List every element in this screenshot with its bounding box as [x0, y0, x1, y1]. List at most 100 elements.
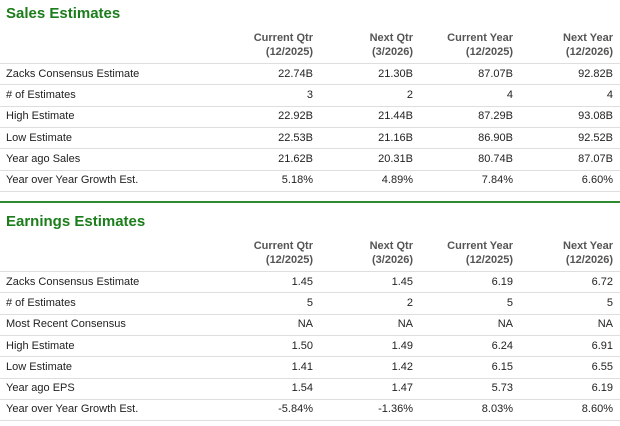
cell-value: 5.73 — [491, 382, 513, 395]
row-separator — [0, 63, 620, 64]
row-label: Low Estimate — [6, 360, 73, 373]
row-separator — [0, 105, 620, 107]
column-header: Next Year — [563, 240, 613, 252]
cell-value: 7.84% — [481, 174, 513, 187]
row-label: Year ago Sales — [6, 152, 81, 165]
row-label: Zacks Consensus Estimate — [6, 275, 140, 288]
row-label: # of Estimates — [6, 88, 76, 101]
cell-value: 5 — [506, 296, 513, 309]
row-separator — [0, 334, 620, 336]
cell-value: 87.07B — [478, 67, 513, 80]
cell-value: 6.15 — [491, 360, 513, 373]
cell-value: 5 — [606, 296, 613, 309]
column-header: (3/2026) — [372, 254, 413, 266]
row-label: Year over Year Growth Est. — [6, 403, 139, 416]
cell-value: 6.91 — [591, 339, 613, 352]
cell-value: 21.62B — [278, 152, 313, 165]
row-label: Zacks Consensus Estimate — [6, 67, 140, 80]
cell-value: 22.74B — [278, 67, 313, 80]
cell-value: 6.24 — [491, 339, 513, 352]
row-label: Year over Year Growth Est. — [6, 174, 139, 187]
cell-value: 1.45 — [291, 275, 313, 288]
row-separator — [0, 271, 620, 272]
cell-value: 1.49 — [391, 339, 413, 352]
cell-value: 2 — [406, 296, 413, 309]
cell-value: 4 — [506, 88, 513, 101]
cell-value: 87.07B — [578, 152, 613, 165]
cell-value: 3 — [306, 88, 313, 101]
cell-value: 8.60% — [581, 403, 613, 416]
cell-value: NA — [297, 318, 313, 331]
column-header: (12/2025) — [465, 46, 513, 58]
cell-value: 93.08B — [578, 110, 613, 123]
column-header: (12/2026) — [565, 46, 613, 58]
row-label: # of Estimates — [6, 296, 76, 309]
column-header: Current Year — [447, 32, 513, 44]
column-header: Current Qtr — [253, 240, 313, 252]
column-header: Current Year — [447, 240, 513, 252]
row-label: Year ago EPS — [6, 382, 75, 395]
section-divider — [0, 201, 620, 203]
cell-value: 86.90B — [478, 131, 513, 144]
column-header: (12/2025) — [265, 46, 313, 58]
row-label: High Estimate — [6, 339, 75, 352]
cell-value: 5 — [306, 296, 313, 309]
row-separator — [0, 313, 620, 315]
column-header: Next Qtr — [369, 240, 413, 252]
cell-value: 20.31B — [378, 152, 413, 165]
cell-value: 6.19 — [491, 275, 513, 288]
row-separator — [0, 84, 620, 86]
cell-value: 80.74B — [478, 152, 513, 165]
cell-value: -5.84% — [278, 403, 313, 416]
column-header: (3/2026) — [372, 46, 413, 58]
row-separator — [0, 169, 620, 171]
row-label: Most Recent Consensus — [6, 318, 126, 331]
section-title: Sales Estimates — [6, 5, 121, 22]
cell-value: NA — [597, 318, 613, 331]
cell-value: NA — [497, 318, 513, 331]
column-header: Current Qtr — [253, 32, 313, 44]
cell-value: 6.72 — [591, 275, 613, 288]
cell-value: 5.18% — [281, 174, 313, 187]
cell-value: -1.36% — [378, 403, 413, 416]
row-separator — [0, 398, 620, 400]
column-header: Next Qtr — [369, 32, 413, 44]
cell-value: 6.60% — [581, 174, 613, 187]
column-header: (12/2025) — [265, 254, 313, 266]
cell-value: 21.44B — [378, 110, 413, 123]
column-header: (12/2026) — [565, 254, 613, 266]
cell-value: 21.16B — [378, 131, 413, 144]
cell-value: 1.54 — [291, 382, 313, 395]
column-header: (12/2025) — [465, 254, 513, 266]
row-separator — [0, 292, 620, 294]
cell-value: 6.55 — [591, 360, 613, 373]
cell-value: 22.53B — [278, 131, 313, 144]
row-separator — [0, 377, 620, 379]
cell-value: 2 — [406, 88, 413, 101]
row-separator — [0, 190, 620, 192]
cell-value: 1.47 — [391, 382, 413, 395]
cell-value: 4.89% — [381, 174, 413, 187]
cell-value: 8.03% — [481, 403, 513, 416]
cell-value: NA — [397, 318, 413, 331]
cell-value: 6.19 — [591, 382, 613, 395]
section-title: Earnings Estimates — [6, 213, 146, 230]
column-header: Next Year — [563, 32, 613, 44]
cell-value: 22.92B — [278, 110, 313, 123]
row-label: Low Estimate — [6, 131, 73, 144]
cell-value: 92.52B — [578, 131, 613, 144]
row-separator — [0, 420, 620, 422]
row-label: High Estimate — [6, 110, 75, 123]
row-separator — [0, 148, 620, 150]
row-separator — [0, 356, 620, 358]
cell-value: 21.30B — [378, 67, 413, 80]
row-separator — [0, 126, 620, 128]
cell-value: 92.82B — [578, 67, 613, 80]
cell-value: 1.45 — [391, 275, 413, 288]
cell-value: 87.29B — [478, 110, 513, 123]
cell-value: 1.41 — [291, 360, 313, 373]
cell-value: 1.42 — [391, 360, 413, 373]
cell-value: 4 — [606, 88, 613, 101]
cell-value: 1.50 — [291, 339, 313, 352]
